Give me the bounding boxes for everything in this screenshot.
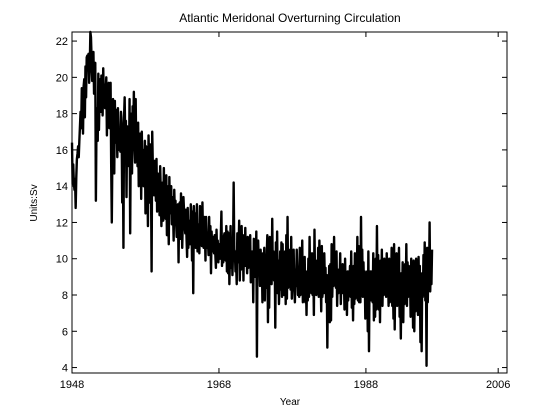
y-tick-label: 22	[56, 36, 68, 48]
y-tick-label: 14	[56, 181, 68, 193]
y-tick-label: 10	[56, 254, 68, 266]
axis-ticks	[71, 32, 507, 373]
y-tick-label: 18	[56, 109, 68, 121]
plot-area-background	[72, 32, 507, 373]
plot-area-frame	[71, 31, 508, 374]
y-axis-label: Units:Sv	[29, 184, 40, 221]
y-tick-label: 16	[56, 145, 68, 157]
y-tick-label: 6	[62, 326, 68, 338]
y-tick-label: 12	[56, 217, 68, 229]
x-axis-label: Year	[280, 397, 301, 408]
y-tick-label: 20	[56, 72, 68, 84]
x-tick-label: 1988	[354, 379, 378, 391]
chart-title: Atlantic Meridonal Overturning Circulati…	[179, 11, 400, 25]
x-tick-label: 1948	[60, 379, 84, 391]
x-tick-label: 1968	[207, 379, 231, 391]
tick-labels: 1948 1968 1988 2006 4 6 8 10 12 14 16 18 20 22	[56, 36, 511, 391]
plot-area	[70, 30, 508, 374]
x-tick-label: 2006	[486, 379, 510, 391]
y-tick-label: 8	[62, 290, 68, 302]
y-tick-label: 4	[62, 363, 68, 375]
series-line-amoc	[70, 30, 434, 367]
